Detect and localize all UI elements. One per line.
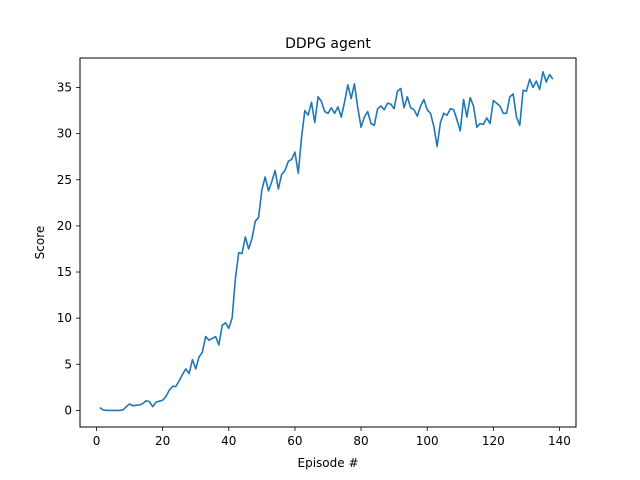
x-tick-label: 100 (416, 434, 439, 448)
x-tick-label: 60 (287, 434, 302, 448)
x-tick-label: 40 (221, 434, 236, 448)
x-tick-label: 140 (548, 434, 571, 448)
axis-ticks: 0 20 40 60 80 100 120 140 0 5 10 15 20 25 30 35 (57, 81, 571, 448)
y-axis-label: Score (33, 226, 47, 260)
plot-area (79, 57, 577, 428)
x-tick-label: 0 (93, 434, 101, 448)
y-tick-label: 10 (57, 311, 72, 325)
x-axis-label: Episode # (298, 456, 359, 470)
y-tick-label: 30 (57, 127, 72, 141)
chart-title: DDPG agent (285, 36, 371, 52)
y-tick-label: 5 (64, 357, 72, 371)
series-layer (99, 71, 554, 412)
score-line (99, 71, 554, 412)
y-tick-label: 15 (57, 265, 72, 279)
y-tick-label: 0 (64, 403, 72, 417)
x-tick-label: 20 (155, 434, 170, 448)
y-tick-label: 20 (57, 219, 72, 233)
x-tick-label: 120 (482, 434, 505, 448)
y-tick-label: 25 (57, 173, 72, 187)
x-tick-label: 80 (353, 434, 368, 448)
y-tick-label: 35 (57, 81, 72, 95)
